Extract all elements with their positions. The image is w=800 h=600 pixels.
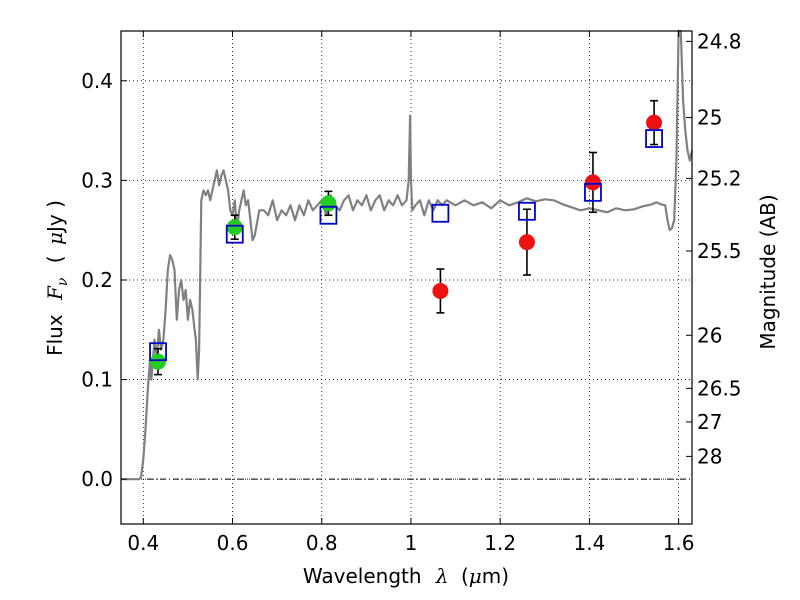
y2-tick-label: 27 [697,410,722,434]
model-flux-square [584,182,602,202]
y-tick-label: 0.2 [81,268,113,292]
y-axis-label-symbol: F [43,285,67,301]
green-data-point [150,353,167,370]
x-axis-label-unit-rest: m) [482,564,509,588]
model-flux-square [518,201,536,221]
y-axis-label-unit-mu: μ [43,232,67,245]
x-tick-label: 1 [405,531,418,555]
model-flux-square [645,129,663,148]
x-tick-label: 1.6 [663,531,695,555]
y-tick-label: 0.0 [81,467,113,491]
x-axis-label: Wavelength λ (μm) [303,564,509,588]
x-tick-label: 0.6 [217,531,249,555]
y-tick-label: 0.3 [81,168,113,192]
sed-model-curve [121,29,694,481]
red-data-point [646,114,663,131]
plot-background [121,31,692,524]
y2-tick-label: 28 [697,444,722,468]
axis-ticks: 0.4 0.6 0.8 1 1.2 1.4 1.6 0.0 0.1 0.2 0.3 0.4 24.8 25… [81,29,741,555]
green-data-point [320,195,337,212]
x-axis-label-text: Wavelength [303,564,422,588]
red-data-point [432,282,449,299]
model-flux-square [149,342,167,362]
x-axis-label-unit-open: ( [461,564,469,588]
data-markers [149,99,663,376]
x-axis-label-unit-mu: μ [469,564,482,588]
x-axis-label-symbol: λ [435,564,449,588]
y2-tick-label: 26 [697,323,722,347]
y2-tick-label: 25 [697,106,722,130]
y2-tick-label: 26.5 [697,376,742,400]
model-flux-square [225,224,244,244]
y2-tick-label: 25.2 [697,166,742,190]
y-tick-label: 0.1 [81,368,113,392]
y-axis-label-sub: ν [55,277,71,286]
y-tick-label: 0.4 [81,69,113,93]
y2-tick-label: 25.5 [697,239,742,263]
sed-model-line [121,29,694,481]
plot-frame [120,30,693,525]
x-tick-label: 1.4 [573,531,605,555]
x-tick-label: 1.2 [484,531,516,555]
y-axis-label-text: Flux [43,314,67,356]
y-axis-label: Flux Fν ( μJy ) [43,200,72,356]
model-flux-square [431,203,450,223]
x-tick-label: 0.4 [127,531,159,555]
green-data-point [226,219,243,236]
y2-tick-label: 24.8 [697,29,742,53]
red-data-point [584,174,601,191]
red-data-point [518,234,535,251]
y-axis-label-unit-open: ( [43,255,67,263]
y2-axis-label: Magnitude (AB) [756,194,780,349]
x-tick-label: 0.8 [306,531,338,555]
y-axis-label-unit-rest: Jy ) [43,200,67,234]
model-flux-square [319,205,338,225]
